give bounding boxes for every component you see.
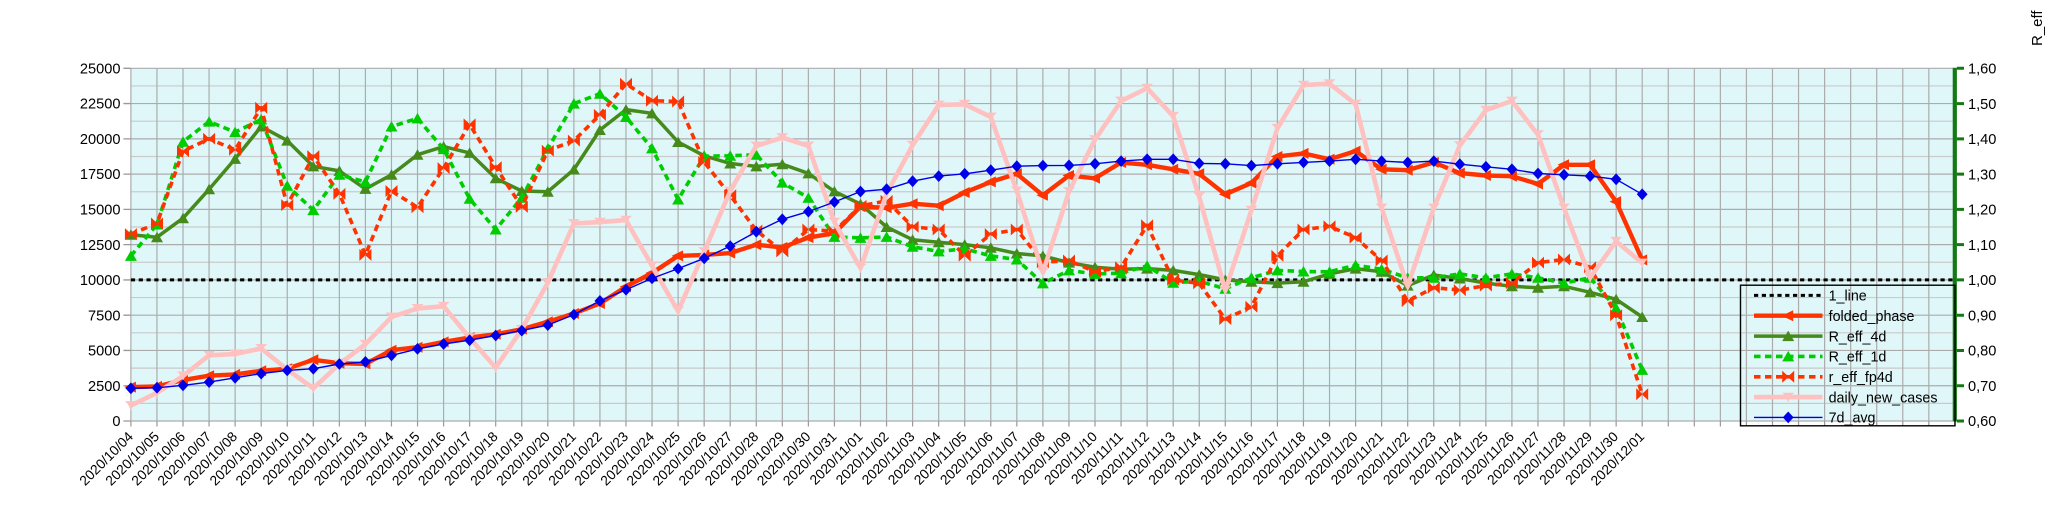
svg-text:17500: 17500 [80, 167, 121, 183]
svg-text:daily_new_cases: daily_new_cases [1829, 390, 1938, 406]
svg-text:22500: 22500 [80, 97, 121, 113]
svg-text:1,50: 1,50 [1968, 97, 1996, 113]
svg-text:r_eff_fp4d: r_eff_fp4d [1829, 370, 1893, 386]
svg-text:0,60: 0,60 [1968, 414, 1996, 430]
svg-text:0,90: 0,90 [1968, 308, 1996, 324]
svg-text:1,20: 1,20 [1968, 203, 1996, 219]
svg-text:7d_avg: 7d_avg [1829, 411, 1876, 427]
svg-text:1,30: 1,30 [1968, 167, 1996, 183]
svg-text:1_line: 1_line [1829, 289, 1867, 305]
svg-text:7500: 7500 [88, 308, 120, 324]
svg-text:20000: 20000 [80, 132, 121, 148]
svg-text:0,70: 0,70 [1968, 379, 1996, 395]
svg-text:0: 0 [112, 414, 120, 430]
svg-text:2500: 2500 [88, 379, 120, 395]
svg-text:5000: 5000 [88, 344, 120, 360]
svg-text:25000: 25000 [80, 61, 121, 77]
svg-text:15000: 15000 [80, 203, 121, 219]
svg-text:R_eff_4d: R_eff_4d [1829, 329, 1887, 345]
svg-text:1,10: 1,10 [1968, 238, 1996, 254]
svg-text:folded_phase: folded_phase [1829, 309, 1915, 325]
svg-text:1,40: 1,40 [1968, 132, 1996, 148]
svg-text:1,60: 1,60 [1968, 62, 1996, 78]
svg-text:R_eff_1d: R_eff_1d [1829, 350, 1887, 366]
svg-text:1,00: 1,00 [1968, 273, 1996, 289]
svg-text:12500: 12500 [80, 238, 121, 254]
svg-text:R_eff: R_eff [2029, 10, 2046, 46]
svg-text:0,80: 0,80 [1968, 344, 1996, 360]
svg-text:10000: 10000 [80, 273, 121, 289]
